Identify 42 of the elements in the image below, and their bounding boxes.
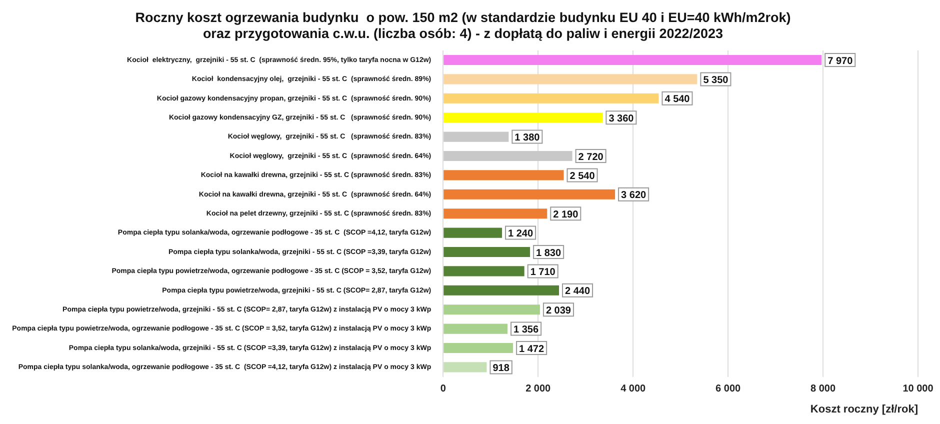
bar [444, 342, 514, 354]
bar [444, 285, 560, 296]
data-label: 1 380 [514, 132, 540, 144]
data-label: 1 830 [536, 248, 562, 259]
bar [444, 228, 502, 238]
data-label: 918 [492, 362, 510, 374]
x-tick-label: 4 000 [620, 384, 646, 395]
data-label: 1 472 [519, 344, 544, 355]
bar [444, 362, 487, 372]
data-label: 1 240 [508, 228, 534, 240]
bar [444, 74, 698, 84]
data-label: 3 620 [621, 190, 646, 202]
bar [444, 266, 524, 276]
x-tick-label: 6 000 [716, 384, 741, 395]
data-label: 4 540 [664, 94, 690, 106]
bar [444, 54, 822, 66]
data-label: 1 356 [514, 324, 539, 336]
bar [444, 324, 508, 334]
x-tick-label: 10 000 [902, 384, 934, 395]
data-label: 2 540 [570, 170, 596, 182]
data-label: 3 360 [608, 113, 634, 124]
data-label: 2 440 [565, 286, 590, 298]
bar [444, 246, 530, 258]
chart-title: Roczny koszt ogrzewania budynku o pow. 150 m2 (w standardzie budynku EU 40 i EU=40 kWh/m2rok) oraz przygotowania c.w.u. (liczba osób: 4) - z dopłatą do paliw i energii 2022/2023 [135, 10, 791, 42]
bar [444, 208, 548, 219]
bar [444, 132, 509, 142]
bar [444, 189, 616, 200]
bar [444, 304, 540, 315]
data-label: 1 710 [530, 266, 556, 278]
data-label: 2 720 [578, 152, 604, 163]
x-tick-label: 2 000 [526, 384, 552, 395]
x-axis-title: Koszt roczny [zł/rok] [810, 403, 918, 416]
bar [444, 150, 572, 162]
x-tick-label: 8 000 [810, 384, 836, 395]
bar [444, 170, 564, 180]
bar [444, 93, 659, 104]
data-label: 5 350 [703, 74, 729, 86]
data-label: 2 039 [546, 305, 572, 316]
x-tick-label: 0 [440, 384, 446, 395]
data-label: 7 970 [828, 56, 854, 67]
data-label: 2 190 [553, 209, 579, 220]
bar [444, 112, 603, 123]
